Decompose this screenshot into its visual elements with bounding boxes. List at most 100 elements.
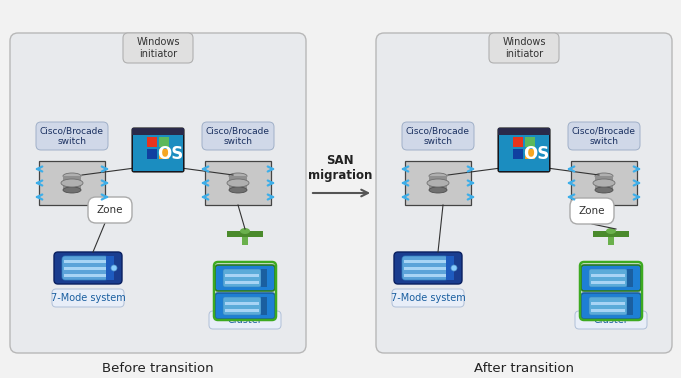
Text: After transition: After transition: [474, 361, 574, 375]
Bar: [64, 260, 106, 263]
Bar: [446, 256, 454, 280]
Bar: [227, 231, 263, 237]
Bar: [225, 281, 259, 284]
Bar: [525, 137, 535, 147]
Ellipse shape: [593, 179, 615, 187]
Bar: [591, 274, 625, 277]
Bar: [132, 128, 184, 135]
Bar: [593, 231, 629, 237]
FancyBboxPatch shape: [589, 297, 627, 315]
Bar: [404, 267, 446, 270]
Bar: [133, 135, 183, 171]
FancyBboxPatch shape: [575, 311, 647, 329]
Ellipse shape: [229, 187, 247, 193]
Bar: [229, 176, 247, 190]
Bar: [261, 269, 267, 287]
Bar: [147, 149, 157, 159]
FancyBboxPatch shape: [570, 198, 614, 224]
FancyBboxPatch shape: [62, 256, 108, 280]
Ellipse shape: [229, 173, 247, 179]
Text: SAN
migration: SAN migration: [308, 154, 373, 182]
Text: Windows
initiator: Windows initiator: [136, 37, 180, 59]
Bar: [405, 161, 471, 205]
Text: Zone: Zone: [579, 206, 605, 216]
FancyBboxPatch shape: [392, 289, 464, 307]
Ellipse shape: [240, 228, 250, 234]
FancyBboxPatch shape: [52, 289, 124, 307]
Bar: [404, 260, 446, 263]
Ellipse shape: [595, 173, 613, 179]
Text: Cisco/Brocade
switch: Cisco/Brocade switch: [406, 126, 470, 146]
Text: Windows
initiator: Windows initiator: [503, 37, 545, 59]
Bar: [404, 274, 446, 277]
Text: Zone: Zone: [97, 205, 123, 215]
Bar: [627, 297, 633, 315]
FancyBboxPatch shape: [209, 311, 281, 329]
Bar: [147, 137, 157, 147]
FancyBboxPatch shape: [581, 293, 641, 319]
FancyBboxPatch shape: [376, 33, 672, 353]
Text: 7-Mode system: 7-Mode system: [391, 293, 465, 303]
FancyBboxPatch shape: [581, 265, 641, 291]
Ellipse shape: [427, 179, 449, 187]
Ellipse shape: [227, 179, 249, 187]
Bar: [64, 274, 106, 277]
Bar: [498, 128, 550, 135]
Ellipse shape: [595, 187, 613, 193]
Ellipse shape: [606, 228, 616, 234]
Bar: [261, 297, 267, 315]
Bar: [571, 161, 637, 205]
Ellipse shape: [63, 173, 81, 179]
Bar: [39, 161, 105, 205]
Ellipse shape: [429, 173, 447, 179]
Bar: [242, 233, 248, 245]
Bar: [159, 149, 169, 159]
Ellipse shape: [61, 179, 83, 187]
Bar: [225, 302, 259, 305]
Text: Before transition: Before transition: [102, 361, 214, 375]
FancyBboxPatch shape: [589, 269, 627, 287]
Bar: [513, 137, 523, 147]
Text: OS: OS: [157, 145, 183, 163]
Text: Cisco/Brocade
switch: Cisco/Brocade switch: [206, 126, 270, 146]
FancyBboxPatch shape: [223, 297, 261, 315]
Circle shape: [451, 265, 457, 271]
FancyBboxPatch shape: [489, 33, 559, 63]
Text: Cisco/Brocade
switch: Cisco/Brocade switch: [572, 126, 636, 146]
Bar: [225, 309, 259, 312]
FancyBboxPatch shape: [36, 122, 108, 150]
FancyBboxPatch shape: [215, 293, 275, 319]
Bar: [429, 176, 447, 190]
Bar: [64, 267, 106, 270]
Text: Cluster: Cluster: [594, 315, 629, 325]
Text: Cisco/Brocade
switch: Cisco/Brocade switch: [40, 126, 104, 146]
Text: OS: OS: [523, 145, 549, 163]
Bar: [627, 269, 633, 287]
Bar: [591, 309, 625, 312]
Bar: [525, 149, 535, 159]
Ellipse shape: [429, 187, 447, 193]
FancyBboxPatch shape: [54, 252, 122, 284]
FancyBboxPatch shape: [215, 265, 275, 291]
FancyBboxPatch shape: [402, 256, 448, 280]
Bar: [63, 176, 81, 190]
Bar: [159, 137, 169, 147]
FancyBboxPatch shape: [498, 128, 550, 172]
FancyBboxPatch shape: [568, 122, 640, 150]
FancyBboxPatch shape: [132, 128, 184, 172]
FancyBboxPatch shape: [123, 33, 193, 63]
Bar: [608, 233, 614, 245]
FancyBboxPatch shape: [394, 252, 462, 284]
Bar: [225, 274, 259, 277]
Bar: [205, 161, 271, 205]
Text: Cluster: Cluster: [227, 315, 262, 325]
Bar: [106, 256, 114, 280]
FancyBboxPatch shape: [402, 122, 474, 150]
Bar: [591, 281, 625, 284]
Text: 7-Mode system: 7-Mode system: [50, 293, 125, 303]
FancyBboxPatch shape: [223, 269, 261, 287]
Ellipse shape: [63, 187, 81, 193]
Bar: [595, 176, 613, 190]
Bar: [499, 135, 549, 171]
Circle shape: [111, 265, 117, 271]
